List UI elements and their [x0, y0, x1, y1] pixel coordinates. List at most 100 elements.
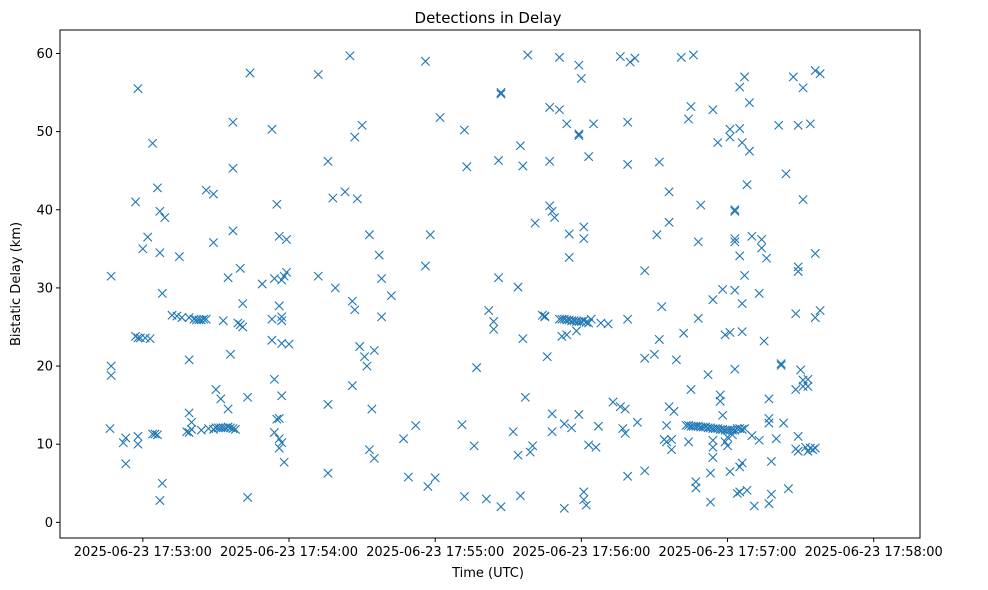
data-point — [576, 73, 586, 84]
data-point — [489, 324, 499, 334]
data-point — [199, 314, 209, 324]
data-point — [793, 431, 803, 441]
data-point — [615, 51, 625, 62]
data-point — [727, 430, 737, 440]
data-point — [208, 189, 219, 199]
data-point — [147, 138, 158, 148]
data-point — [632, 417, 642, 427]
data-point — [754, 288, 764, 298]
data-point — [513, 450, 523, 460]
data-point — [783, 484, 794, 494]
data-point — [281, 234, 292, 245]
data-point — [764, 394, 774, 404]
data-point — [547, 427, 557, 437]
data-point — [274, 413, 284, 424]
data-point — [350, 132, 360, 142]
data-point — [740, 423, 750, 434]
y-axis-title: Bistatic Delay (km) — [9, 222, 24, 346]
data-point — [559, 503, 569, 513]
data-point — [425, 230, 435, 240]
data-point — [776, 360, 786, 370]
y-tick-label: 10 — [36, 438, 53, 453]
data-point — [323, 468, 333, 478]
data-point — [233, 318, 243, 328]
data-point — [457, 420, 467, 430]
x-tick-label: 2025-06-23 17:56:00 — [512, 545, 650, 560]
data-point — [735, 251, 745, 261]
data-point — [567, 423, 577, 433]
data-point — [654, 334, 664, 345]
data-point — [618, 423, 628, 434]
data-point — [788, 72, 798, 82]
data-point — [238, 298, 248, 309]
data-point — [267, 335, 277, 345]
data-point — [654, 157, 664, 167]
data-point — [489, 316, 499, 327]
data-point — [588, 119, 599, 129]
data-point — [664, 187, 674, 197]
data-point — [350, 305, 360, 315]
data-point — [579, 234, 589, 244]
data-point — [730, 425, 740, 435]
data-point — [718, 284, 728, 295]
data-point — [725, 466, 735, 477]
data-point — [155, 495, 165, 506]
data-point — [328, 193, 338, 203]
data-point — [683, 437, 694, 447]
data-point — [808, 445, 818, 455]
data-point — [608, 397, 618, 407]
data-point — [759, 336, 769, 346]
data-point — [540, 311, 550, 321]
data-point — [657, 302, 667, 312]
data-point — [584, 152, 594, 162]
data-point — [562, 330, 572, 340]
data-point — [640, 466, 650, 476]
data-point — [557, 331, 567, 341]
data-point — [764, 413, 774, 424]
data-point — [703, 370, 713, 380]
data-point — [705, 468, 716, 478]
data-point — [708, 295, 718, 305]
data-point — [133, 431, 143, 441]
data-point — [549, 212, 560, 223]
data-point — [579, 222, 589, 232]
y-tick-label: 60 — [36, 47, 53, 62]
data-point — [781, 169, 791, 179]
data-point — [152, 183, 163, 193]
data-point — [623, 471, 633, 481]
y-tick-label: 30 — [36, 281, 53, 296]
data-point — [722, 432, 733, 442]
data-point — [778, 418, 789, 428]
x-tick-label: 2025-06-23 17:53:00 — [74, 545, 212, 560]
data-point — [245, 68, 255, 78]
data-point — [742, 485, 752, 495]
data-point — [121, 459, 131, 469]
data-point — [345, 51, 355, 61]
data-point — [688, 50, 699, 60]
data-point — [620, 404, 630, 414]
data-point — [579, 495, 589, 505]
data-point — [586, 314, 596, 324]
data-point — [228, 226, 238, 236]
data-point — [666, 445, 677, 455]
data-point — [547, 206, 557, 216]
data-point — [623, 159, 633, 170]
data-point — [174, 252, 184, 262]
data-point — [277, 312, 287, 322]
data-point — [157, 478, 167, 488]
data-point — [542, 352, 552, 362]
data-point — [776, 359, 786, 369]
data-point — [133, 439, 143, 449]
data-point — [145, 334, 155, 344]
data-point — [625, 57, 635, 67]
data-point — [664, 217, 674, 227]
data-point — [793, 120, 803, 130]
data-point — [225, 349, 236, 359]
data-point — [620, 428, 630, 438]
data-point — [223, 273, 233, 283]
data-point — [713, 137, 723, 148]
data-point — [323, 156, 333, 166]
y-tick-label: 40 — [36, 203, 53, 218]
data-point — [793, 446, 803, 456]
